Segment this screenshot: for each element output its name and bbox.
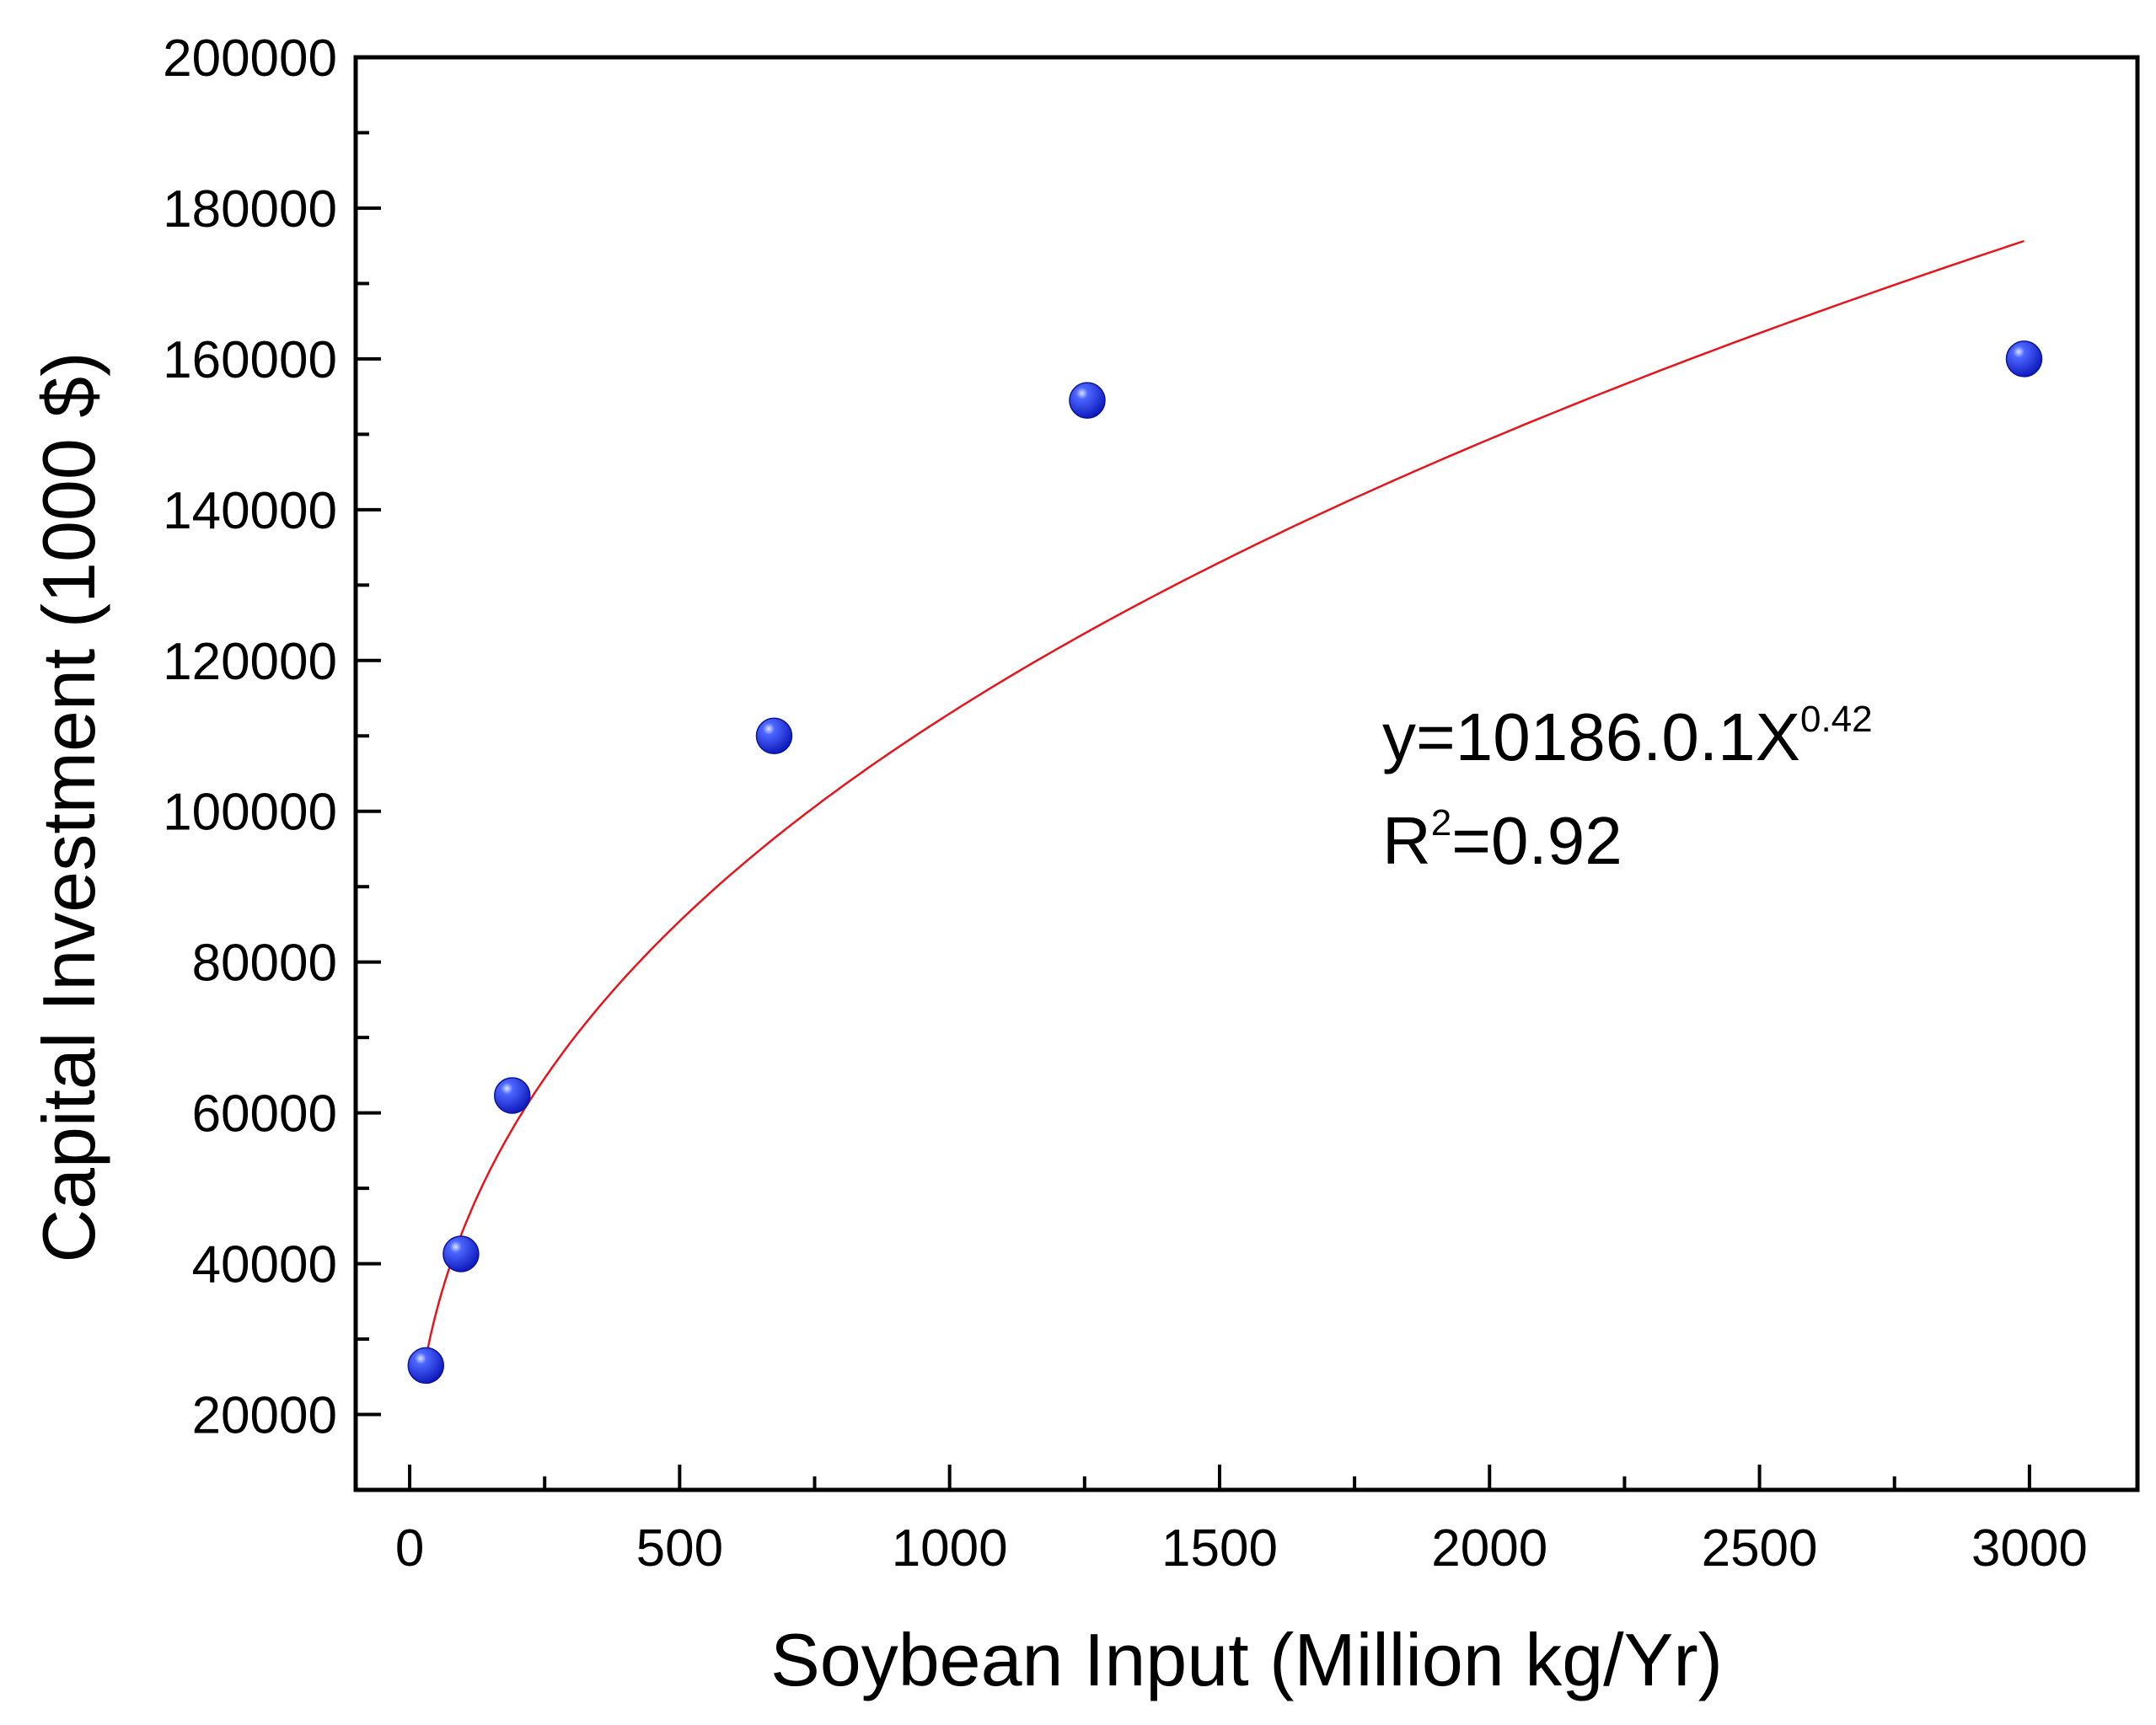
data-point bbox=[2005, 340, 2043, 378]
x-tick-label: 500 bbox=[636, 1519, 723, 1578]
y-tick-label: 120000 bbox=[163, 633, 337, 691]
fit-curve bbox=[425, 239, 2025, 1358]
data-points bbox=[407, 340, 2043, 1385]
y-tick-label: 160000 bbox=[163, 331, 337, 389]
svg-text:y=10186.0.1X0.42: y=10186.0.1X0.42 bbox=[1382, 699, 1873, 774]
data-point bbox=[407, 1347, 445, 1385]
y-tick-label: 140000 bbox=[163, 482, 337, 540]
r-squared-value: =0.92 bbox=[1451, 803, 1622, 878]
x-tick-label: 1500 bbox=[1161, 1519, 1278, 1578]
x-tick-label: 3000 bbox=[1971, 1519, 2088, 1578]
x-tick-label: 2500 bbox=[1702, 1519, 1818, 1578]
fit-equation-annotation: y=10186.0.1X0.42 R2=0.92 bbox=[1382, 699, 1873, 878]
y-tick-label: 200000 bbox=[163, 29, 337, 88]
x-tick-label: 0 bbox=[395, 1519, 424, 1578]
tick-labels: 0 500 1000 1500 2000 2500 3000 20000 40000 60000 8… bbox=[163, 29, 2088, 1578]
data-point bbox=[442, 1235, 480, 1272]
svg-text:R2=0.92: R2=0.92 bbox=[1382, 802, 1622, 878]
plot-frame bbox=[353, 55, 2140, 1492]
r-squared-superscript: 2 bbox=[1431, 802, 1451, 844]
data-point bbox=[494, 1077, 531, 1114]
data-point bbox=[1069, 382, 1106, 419]
y-tick-label: 100000 bbox=[163, 784, 337, 842]
equation-main: y=10186.0.1X bbox=[1382, 699, 1800, 774]
y-tick-label: 180000 bbox=[163, 180, 337, 238]
y-axis-title: Capital Investment (1000 $) bbox=[27, 351, 110, 1262]
x-axis-title: Soybean Input (Million kg/Yr) bbox=[770, 1618, 1723, 1701]
y-tick-label: 60000 bbox=[192, 1085, 337, 1144]
data-point bbox=[755, 717, 793, 755]
equation-exponent: 0.42 bbox=[1800, 699, 1873, 740]
y-tick-label: 80000 bbox=[192, 935, 337, 993]
r-squared-base: R bbox=[1382, 803, 1431, 878]
x-tick-label: 1000 bbox=[892, 1519, 1008, 1578]
y-tick-label: 40000 bbox=[192, 1236, 337, 1294]
y-tick-label: 20000 bbox=[192, 1387, 337, 1445]
fit-curve-group bbox=[425, 239, 2025, 1358]
x-tick-label: 2000 bbox=[1431, 1519, 1547, 1578]
